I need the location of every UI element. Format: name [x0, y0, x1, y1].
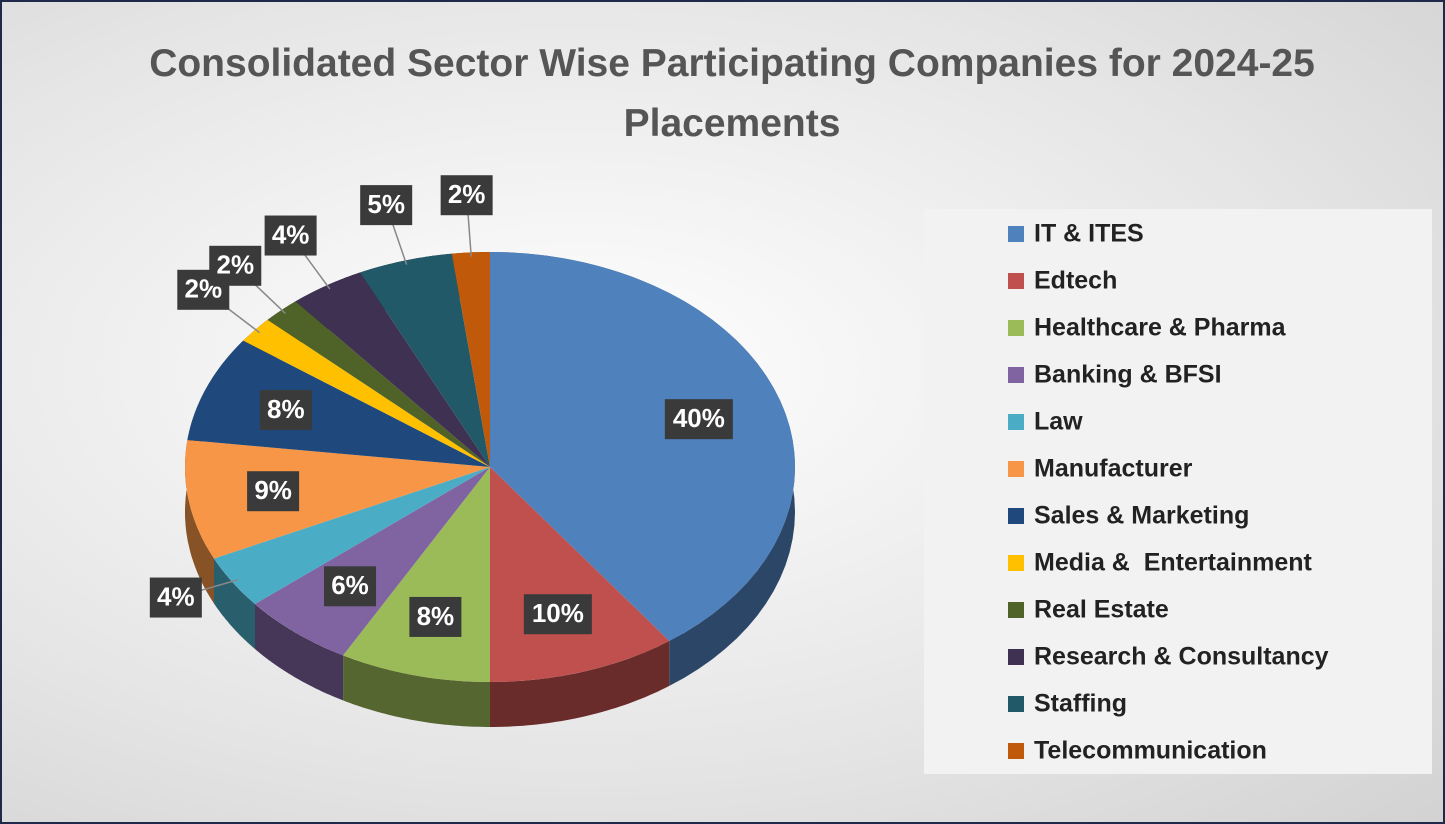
data-label-box	[360, 185, 413, 226]
data-label: 8%	[267, 394, 305, 424]
slice	[214, 467, 490, 605]
data-label: 6%	[331, 570, 369, 600]
legend-label: Staffing	[1034, 690, 1127, 718]
legend-swatch	[1008, 320, 1024, 336]
data-label: 10%	[532, 598, 584, 628]
data-label-box	[440, 175, 493, 216]
legend-label: Manufacturer	[1034, 455, 1193, 483]
data-label-box	[259, 390, 312, 431]
slice-side	[255, 604, 344, 701]
legend-swatch	[1008, 602, 1024, 618]
data-label: 4%	[272, 219, 310, 249]
slice-side	[490, 640, 670, 727]
legend-label: Media & Entertainment	[1034, 549, 1312, 577]
legend-swatch	[1008, 226, 1024, 242]
legend-swatch	[1008, 696, 1024, 712]
data-label: 40%	[673, 403, 725, 433]
data-label: 8%	[417, 601, 455, 631]
legend-swatch	[1008, 273, 1024, 289]
slice	[490, 252, 795, 641]
slice	[187, 340, 490, 467]
data-label-box	[209, 245, 262, 286]
legend-label: Research & Consultancy	[1034, 643, 1329, 671]
data-label: 5%	[367, 189, 405, 219]
slice-side	[343, 655, 490, 727]
slice	[254, 467, 490, 656]
legend-swatch	[1008, 414, 1024, 430]
slice	[243, 319, 490, 467]
slice	[267, 301, 490, 467]
slice	[185, 440, 490, 559]
slice-side	[185, 440, 214, 604]
legend-label: IT & ITES	[1034, 220, 1144, 248]
data-label: 2%	[216, 250, 254, 280]
data-label: 9%	[254, 475, 292, 505]
legend-label: Telecommunication	[1034, 737, 1267, 765]
data-label-box	[247, 471, 300, 512]
legend-swatch	[1008, 461, 1024, 477]
legend-label: Healthcare & Pharma	[1034, 314, 1287, 342]
legend-swatch	[1008, 508, 1024, 524]
slice	[295, 272, 490, 467]
legend-label: Law	[1034, 408, 1083, 436]
legend-label: Sales & Marketing	[1034, 502, 1249, 530]
legend-label: Real Estate	[1034, 596, 1169, 624]
data-label-box	[149, 577, 202, 618]
data-label-box	[664, 399, 733, 440]
data-label-box	[523, 594, 592, 635]
slice-side	[214, 558, 255, 649]
chart-title: Consolidated Sector Wise Participating C…	[149, 42, 1315, 145]
data-label-box	[264, 215, 317, 256]
legend-swatch	[1008, 367, 1024, 383]
legend-box	[924, 209, 1432, 774]
legend-label: Banking & BFSI	[1034, 361, 1222, 389]
slice	[360, 253, 490, 467]
slice	[451, 252, 490, 467]
data-label-box	[409, 596, 462, 637]
legend-swatch	[1008, 743, 1024, 759]
legend-swatch	[1008, 555, 1024, 571]
data-label-box	[324, 566, 377, 607]
legend-swatch	[1008, 649, 1024, 665]
data-label: 4%	[157, 581, 195, 611]
data-label: 2%	[448, 179, 486, 209]
legend-label: Edtech	[1034, 267, 1117, 295]
